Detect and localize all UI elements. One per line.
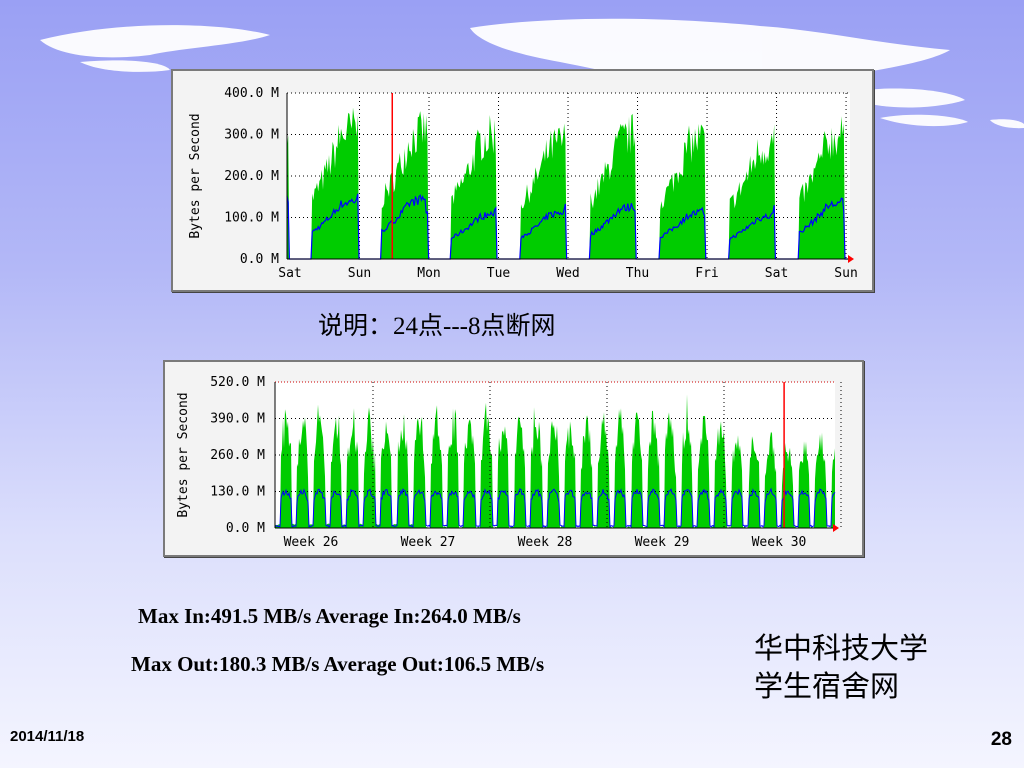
y-tick-label: 130.0 M	[210, 485, 265, 500]
x-tick-label: Week 28	[518, 535, 573, 550]
x-tick-label: Sat	[278, 266, 301, 281]
x-axis-arrow	[848, 255, 854, 263]
weekly-traffic-chart: 0.0 M 130.0 M 260.0 M 390.0 M 520.0 M Week 26…	[163, 360, 864, 557]
y-tick-label: 260.0 M	[210, 448, 265, 463]
x-tick-label: Tue	[487, 266, 511, 281]
y-tick-label: 100.0 M	[224, 211, 279, 226]
series-out-line	[274, 487, 836, 529]
y-tick-label: 300.0 M	[224, 128, 279, 143]
y-tick-label: 0.0 M	[240, 252, 279, 267]
school-name-line2: 学生宿舍网	[754, 671, 900, 703]
x-tick-label: Mon	[417, 266, 440, 281]
y-tick-label: 520.0 M	[210, 375, 265, 390]
x-tick-label: Week 27	[401, 535, 456, 550]
stats-out: Max Out:180.3 MB/s Average Out:106.5 MB/…	[131, 652, 545, 676]
y-axis-label: Bytes per Second	[188, 113, 203, 238]
x-tick-label: Thu	[626, 266, 649, 281]
school-name: 华中科技大学 学生宿舍网	[754, 630, 928, 706]
x-tick-label: Sun	[348, 266, 371, 281]
x-tick-label: Sat	[765, 266, 788, 281]
x-axis-arrow	[833, 524, 839, 532]
y-tick-label: 0.0 M	[226, 521, 265, 536]
footer-date: 2014/11/18	[10, 728, 85, 745]
chart-caption: 说明：24点---8点断网	[318, 313, 556, 340]
y-tick-label: 400.0 M	[224, 86, 279, 101]
daily-traffic-plot: 0.0 M 100.0 M 200.0 M 300.0 M 400.0 M Sat Sun M…	[188, 86, 858, 281]
y-tick-label: 390.0 M	[210, 412, 265, 427]
x-tick-label: Fri	[695, 266, 718, 281]
page-number: 28	[990, 729, 1012, 750]
x-tick-label: Wed	[556, 266, 579, 281]
stats-in: Max In:491.5 MB/s Average In:264.0 MB/s	[138, 604, 521, 628]
weekly-traffic-plot: 0.0 M 130.0 M 260.0 M 390.0 M 520.0 M Week 26…	[176, 375, 842, 550]
x-tick-label: Sun	[834, 266, 857, 281]
y-axis-label: Bytes per Second	[176, 392, 191, 517]
x-tick-label: Week 30	[752, 535, 807, 550]
y-tick-label: 200.0 M	[224, 169, 279, 184]
x-tick-label: Week 26	[284, 535, 339, 550]
daily-traffic-chart: 0.0 M 100.0 M 200.0 M 300.0 M 400.0 M Sat Sun M…	[171, 69, 874, 292]
series-in-area	[275, 394, 835, 528]
school-name-line1: 华中科技大学	[754, 633, 929, 665]
x-tick-label: Week 29	[635, 535, 690, 550]
